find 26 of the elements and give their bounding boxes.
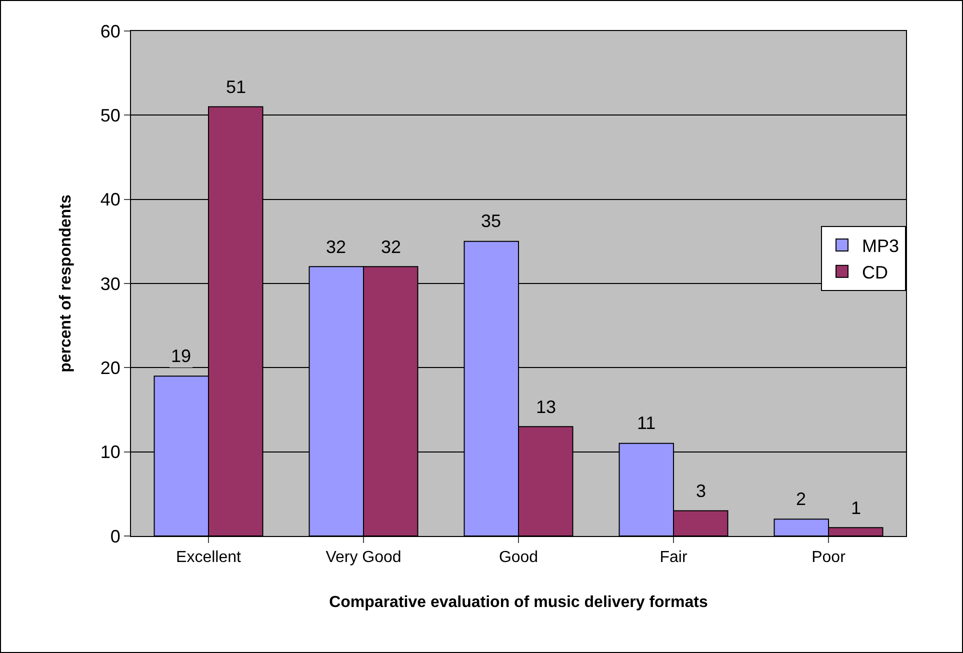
data-label: 35 xyxy=(481,211,502,231)
data-label: 2 xyxy=(796,489,806,509)
data-label: 3 xyxy=(696,481,706,501)
x-tick-label: Good xyxy=(498,549,538,566)
y-tick-label: 60 xyxy=(100,21,120,42)
y-tick-label: 10 xyxy=(100,442,120,462)
data-label: 1 xyxy=(851,498,862,518)
x-axis-title: Comparative evaluation of music delivery formats xyxy=(329,594,708,611)
data-label: 51 xyxy=(226,77,246,97)
y-axis-title: percent of respondents xyxy=(57,194,74,372)
data-label: 13 xyxy=(536,397,556,417)
data-label: 32 xyxy=(381,237,402,257)
data-label: 19 xyxy=(171,346,192,366)
y-tick-label: 30 xyxy=(100,274,120,294)
x-tick-label: Very Good xyxy=(326,549,402,566)
y-tick-label: 0 xyxy=(110,526,120,546)
data-label: 11 xyxy=(637,413,656,433)
y-tick-label: 20 xyxy=(100,358,120,378)
data-label: 32 xyxy=(326,237,346,257)
y-tick-label: 50 xyxy=(100,105,120,126)
y-tick-label: 40 xyxy=(100,190,120,210)
x-tick-label: Poor xyxy=(812,549,846,566)
legend-label: MP3 xyxy=(862,236,900,256)
legend-label: CD xyxy=(862,262,888,282)
x-tick-label: Excellent xyxy=(176,549,242,566)
x-tick-label: Fair xyxy=(660,549,688,566)
